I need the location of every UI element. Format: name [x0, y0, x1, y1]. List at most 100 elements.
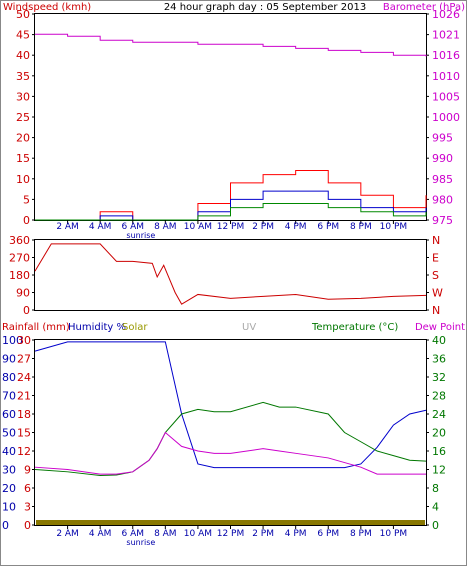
rainfall-tick-label: 30 [17, 334, 31, 347]
barometer-axis-tick-label: 980 [432, 193, 453, 206]
graph-title: 24 hour graph day : 05 September 2013 [164, 2, 366, 13]
temperature-axis-tick-label: 24 [432, 408, 446, 421]
wind-axis-tick-label: 40 [16, 49, 30, 62]
rainfall-tick-label: 18 [17, 408, 31, 421]
humidity-tick-label: 10 [2, 501, 16, 514]
x-tick-label: 10 PM [380, 222, 408, 232]
direction-degree-tick-label: 360 [9, 234, 30, 247]
direction-line [34, 243, 427, 305]
direction-compass-tick-label: N [432, 304, 440, 317]
dewpoint-axis-title: Dew Point [415, 322, 465, 333]
direction-degree-tick-label: 180 [9, 269, 30, 282]
humidity-tick-label: 40 [2, 445, 16, 458]
rainfall-tick-label: 27 [17, 353, 31, 366]
wind-axis-tick-label: 15 [16, 152, 30, 165]
x-tick-label: 10 AM [184, 529, 212, 539]
humidity-tick-label: 100 [2, 334, 23, 347]
x-tick-label: 8 PM [350, 529, 372, 539]
gust-line [35, 170, 427, 221]
humidity-tick-label: 50 [2, 427, 16, 440]
average-wind-line [35, 203, 427, 221]
rainfall-bar [36, 520, 425, 525]
humidity-tick-label: 90 [2, 353, 16, 366]
direction-compass-tick-label: W [432, 287, 443, 300]
x-tick-label: 6 AM [121, 222, 144, 232]
barometer-axis-tick-label: 1021 [432, 29, 460, 42]
temperature-axis-tick-label: 8 [432, 482, 439, 495]
x-tick-label: 6 AM [121, 529, 144, 539]
temperature-axis-tick-label: 20 [432, 427, 446, 440]
rainfall-tick-label: 12 [17, 445, 31, 458]
temperature-x-axis: 2 AM 4 AM 6 AM 8 AM 10 AM 12 PM 2 PM 4 PM 6 PM 8 … [56, 525, 407, 547]
humidity-tick-label: 70 [2, 390, 16, 403]
humidity-tick-label: 80 [2, 371, 16, 384]
wind-axis-tick-label: 5 [23, 193, 30, 206]
temperature-line [34, 401, 427, 477]
humidity-tick-label: 60 [2, 408, 16, 421]
direction-degree-tick-label: 90 [16, 287, 30, 300]
rainfall-tick-label: 9 [24, 464, 31, 477]
wind-axis-tick-label: 30 [16, 90, 30, 103]
rainfall-tick-label: 3 [24, 501, 31, 514]
direction-degree-ticks: 0 90 180 270 360 [9, 234, 35, 317]
temperature-axis-tick-label: 16 [432, 445, 446, 458]
x-tick-label: 2 AM [56, 529, 79, 539]
sunrise-label: sunrise [126, 231, 155, 240]
barometer-axis-tick-label: 1016 [432, 49, 460, 62]
rainfall-tick-label: 24 [17, 371, 31, 384]
temperature-axis-tick-label: 40 [432, 334, 446, 347]
solar-axis-title: Solar [122, 322, 148, 333]
sunrise-label: sunrise [126, 538, 155, 547]
barometer-axis-ticks: 975 980 985 990 995 1000 1005 1010 1016 1021 1026 [426, 8, 460, 227]
rainfall-tick-label: 15 [17, 427, 31, 440]
x-tick-label: 4 AM [89, 222, 112, 232]
humidity-tick-label: 20 [2, 482, 16, 495]
temperature-axis-tick-label: 32 [432, 371, 446, 384]
wind-axis-tick-label: 50 [16, 8, 30, 21]
direction-compass-tick-label: N [432, 234, 440, 247]
x-tick-label: 4 PM [285, 529, 307, 539]
rainfall-tick-label: 21 [17, 390, 31, 403]
barometer-line [35, 33, 427, 57]
humidity-tick-label: 30 [2, 464, 16, 477]
direction-degree-tick-label: 270 [9, 252, 30, 265]
barometer-axis-tick-label: 990 [432, 152, 453, 165]
barometer-axis-tick-label: 995 [432, 132, 453, 145]
temperature-plot-frame [34, 339, 427, 526]
wind-x-axis: 2 AM 4 AM 6 AM 8 AM 10 AM 12 PM 2 PM 4 PM 6 PM 8 … [56, 220, 407, 240]
wind-axis-ticks: 0 5 10 15 20 25 30 35 40 45 50 [16, 8, 35, 227]
direction-plot-frame [34, 239, 427, 311]
temperature-axis-tick-label: 0 [432, 519, 439, 532]
wind-line [35, 190, 427, 221]
barometer-axis-tick-label: 975 [432, 214, 453, 227]
x-tick-label: 6 PM [317, 529, 339, 539]
x-tick-label: 8 PM [350, 222, 372, 232]
rainfall-axis-title: Rainfall (mm) [2, 322, 70, 333]
wind-axis-title: Windspeed (kmh) [3, 2, 91, 13]
direction-series [34, 243, 427, 305]
x-tick-label: 12 PM [217, 222, 245, 232]
wind-axis-tick-label: 45 [16, 29, 30, 42]
x-tick-label: 2 PM [252, 529, 274, 539]
x-tick-label: 4 PM [285, 222, 307, 232]
temperature-axis-ticks: 0 4 8 12 16 20 24 28 32 36 40 [426, 334, 446, 532]
barometer-axis-title: Barometer (hPa) [383, 2, 465, 13]
direction-compass-tick-label: E [432, 252, 439, 265]
temperature-axis-tick-label: 28 [432, 390, 446, 403]
barometer-axis-tick-label: 1010 [432, 70, 460, 83]
humidity-line [34, 341, 427, 469]
x-tick-label: 4 AM [89, 529, 112, 539]
barometer-axis-tick-label: 1026 [432, 8, 460, 21]
temperature-axis-title: Temperature (°C) [311, 322, 398, 333]
x-tick-label: 10 AM [184, 222, 212, 232]
x-tick-label: 8 AM [154, 529, 177, 539]
x-tick-label: 12 PM [217, 529, 245, 539]
rainfall-tick-label: 6 [24, 482, 31, 495]
wind-axis-tick-label: 0 [23, 214, 30, 227]
barometer-axis-tick-label: 1000 [432, 111, 460, 124]
humidity-axis-title: Humidity % [68, 322, 126, 333]
